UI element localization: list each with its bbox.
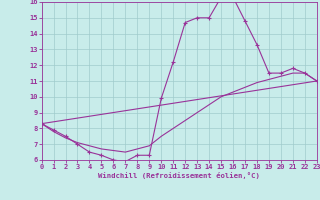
X-axis label: Windchill (Refroidissement éolien,°C): Windchill (Refroidissement éolien,°C) — [98, 172, 260, 179]
